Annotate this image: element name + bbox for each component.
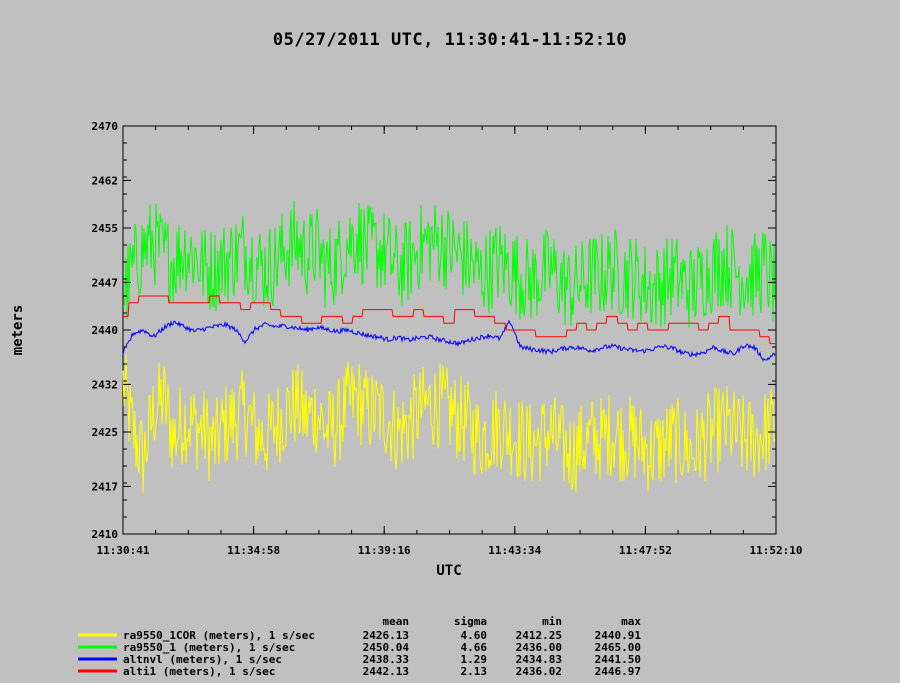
- legend-stat-value: 2442.13: [363, 665, 409, 678]
- x-tick-label: 11:39:16: [358, 544, 411, 557]
- legend-stat-value: 2440.91: [595, 629, 642, 642]
- chart-title: 05/27/2011 UTC, 11:30:41-11:52:10: [273, 30, 627, 50]
- legend-stat-value: 4.66: [461, 641, 488, 654]
- legend-stat-value: 2426.13: [363, 629, 409, 642]
- y-tick-label: 2447: [92, 276, 119, 289]
- series-line: [122, 354, 776, 493]
- x-tick-label: 11:52:10: [750, 544, 803, 557]
- legend-stat-value: 2434.83: [516, 653, 562, 666]
- y-tick-label: 2462: [92, 174, 119, 187]
- y-tick-label: 2440: [92, 324, 119, 337]
- legend-label: altnvl (meters), 1 s/sec: [123, 653, 282, 666]
- y-tick-label: 2470: [92, 120, 119, 133]
- series-layer: [122, 200, 776, 493]
- legend-stat-header: sigma: [454, 615, 487, 628]
- x-tick-label: 11:34:58: [227, 544, 280, 557]
- series-line: [123, 200, 776, 328]
- x-tick-label: 11:47:52: [619, 544, 672, 557]
- legend-stat-value: 2.13: [461, 665, 488, 678]
- legend-label: alti1 (meters), 1 s/sec: [123, 665, 275, 678]
- legend-label: ra9550_1 (meters), 1 s/sec: [123, 641, 295, 654]
- axis-layer: 2410 2417 2425 2432 2440 2447 2455 2462 2470 11:3…: [92, 120, 803, 557]
- legend-stat-value: 2436.02: [516, 665, 562, 678]
- y-tick-label: 2425: [92, 426, 119, 439]
- series-line: [122, 319, 776, 362]
- legend-stat-value: 2465.00: [595, 641, 641, 654]
- legend-stat-value: 2441.50: [595, 653, 641, 666]
- legend-stat-header: min: [542, 615, 562, 628]
- legend-stat-value: 2450.04: [363, 641, 410, 654]
- series-line: [123, 295, 775, 345]
- legend-stat-value: 2438.33: [363, 653, 409, 666]
- legend-stat-value: 2412.25: [516, 629, 562, 642]
- x-axis-label: UTC: [436, 563, 461, 579]
- legend: mean sigma min max ra9550_1COR (meters), 1 s…: [78, 615, 641, 678]
- y-tick-label: 2432: [92, 378, 119, 391]
- x-tick-label: 11:43:34: [488, 544, 541, 557]
- y-tick-label: 2455: [92, 222, 119, 235]
- legend-stat-header: max: [621, 615, 641, 628]
- legend-stat-header: mean: [383, 615, 410, 628]
- y-tick-label: 2417: [92, 480, 119, 493]
- y-axis-label: meters: [10, 305, 26, 356]
- legend-stat-value: 2446.97: [595, 665, 641, 678]
- x-tick-label: 11:30:41: [97, 544, 150, 557]
- legend-stat-value: 2436.00: [516, 641, 562, 654]
- plot-area: [122, 125, 777, 535]
- y-tick-label: 2410: [92, 528, 119, 541]
- legend-stat-value: 1.29: [461, 653, 488, 666]
- legend-label: ra9550_1COR (meters), 1 s/sec: [123, 629, 315, 642]
- legend-stat-value: 4.60: [461, 629, 488, 642]
